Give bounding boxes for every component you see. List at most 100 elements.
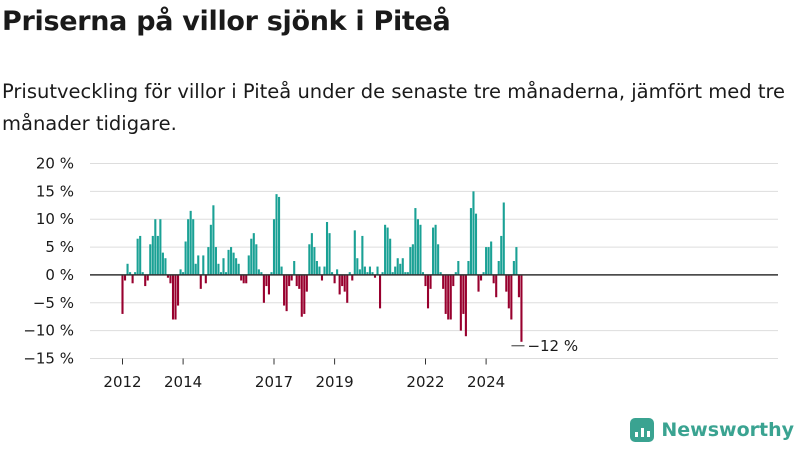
bar: [454, 272, 457, 275]
bar: [386, 227, 389, 275]
bar: [298, 274, 301, 289]
bar: [169, 274, 172, 284]
bar: [194, 263, 197, 275]
bar: [432, 227, 435, 275]
bar: [409, 247, 412, 275]
bar: [232, 252, 235, 275]
y-tick-label: 0 %: [45, 266, 74, 284]
bar: [313, 247, 316, 275]
bar: [219, 272, 223, 275]
bar: [199, 274, 202, 289]
bar: [487, 247, 490, 275]
bar: [288, 274, 291, 287]
chart-title: Priserna på villor sjönk i Piteå: [2, 6, 451, 37]
bar: [235, 258, 238, 275]
bar: [333, 274, 336, 284]
bar: [159, 219, 162, 275]
bar: [242, 274, 245, 284]
bar: [520, 274, 523, 342]
bar: [136, 238, 139, 275]
bar: [293, 261, 296, 275]
bar: [207, 247, 210, 275]
bar: [131, 274, 134, 284]
bar: [184, 241, 187, 275]
bar: [331, 272, 334, 275]
bar: [278, 196, 281, 275]
y-tick-label: 5 %: [45, 238, 74, 256]
y-tick-label: −5 %: [33, 294, 74, 312]
bar: [477, 274, 480, 292]
bar: [166, 274, 169, 278]
bar: [305, 274, 308, 292]
bar: [328, 233, 331, 275]
bar: [512, 261, 515, 275]
bar: [495, 274, 498, 298]
bar: [146, 274, 149, 281]
bar: [401, 258, 404, 275]
bar: [517, 274, 520, 298]
chart-subtitle: Prisutveckling för villor i Piteå under …: [2, 80, 786, 135]
bar: [265, 274, 268, 287]
bar: [490, 241, 493, 275]
bar: [411, 244, 414, 275]
bar: [171, 274, 175, 320]
x-tick-label: 2022: [406, 373, 444, 391]
bar: [252, 233, 255, 275]
bar: [255, 244, 258, 275]
bar: [379, 274, 382, 309]
bar: [174, 274, 177, 320]
bar: [502, 202, 505, 275]
bar: [177, 274, 180, 306]
bar: [325, 222, 329, 275]
bar: [439, 272, 442, 275]
bar: [189, 210, 192, 275]
bar: [272, 219, 276, 275]
bar: [406, 272, 409, 275]
bar: [474, 213, 478, 275]
bar: [396, 258, 399, 275]
bar: [414, 208, 417, 275]
bar: [204, 274, 207, 284]
bar: [434, 224, 437, 275]
bar: [500, 235, 503, 275]
bar: [290, 274, 293, 281]
brand-name: Newsworthy: [661, 419, 794, 441]
y-tick-label: −15 %: [23, 350, 74, 368]
bar: [373, 274, 377, 278]
bar: [515, 247, 518, 275]
bar: [394, 266, 397, 275]
bar: [164, 258, 167, 275]
x-tick-label: 2019: [316, 373, 354, 391]
bar: [237, 263, 240, 275]
bar: [318, 266, 321, 275]
bar: [303, 274, 306, 314]
bar: [356, 258, 359, 275]
bar: [462, 274, 465, 314]
bar: [452, 274, 455, 287]
bar: [154, 219, 157, 275]
bar: [371, 272, 374, 275]
bar: [275, 194, 278, 275]
bar: [320, 274, 324, 281]
bar: [449, 274, 452, 320]
bar: [336, 269, 339, 275]
bar: [485, 247, 488, 275]
y-tick-label: −10 %: [23, 322, 74, 340]
bar: [444, 274, 447, 314]
bar: [141, 272, 144, 275]
bar: [212, 205, 215, 275]
bar: [222, 258, 225, 275]
bar: [300, 274, 303, 317]
bar: [224, 272, 228, 275]
bar: [368, 266, 371, 275]
bar: [389, 238, 392, 275]
bar: [404, 272, 407, 275]
bar: [351, 274, 354, 281]
bar: [497, 261, 500, 275]
bar: [366, 272, 369, 275]
bar: [280, 266, 283, 275]
y-tick-label: 20 %: [36, 155, 74, 173]
last-value-label: −12 %: [527, 337, 578, 355]
bar: [149, 244, 152, 275]
